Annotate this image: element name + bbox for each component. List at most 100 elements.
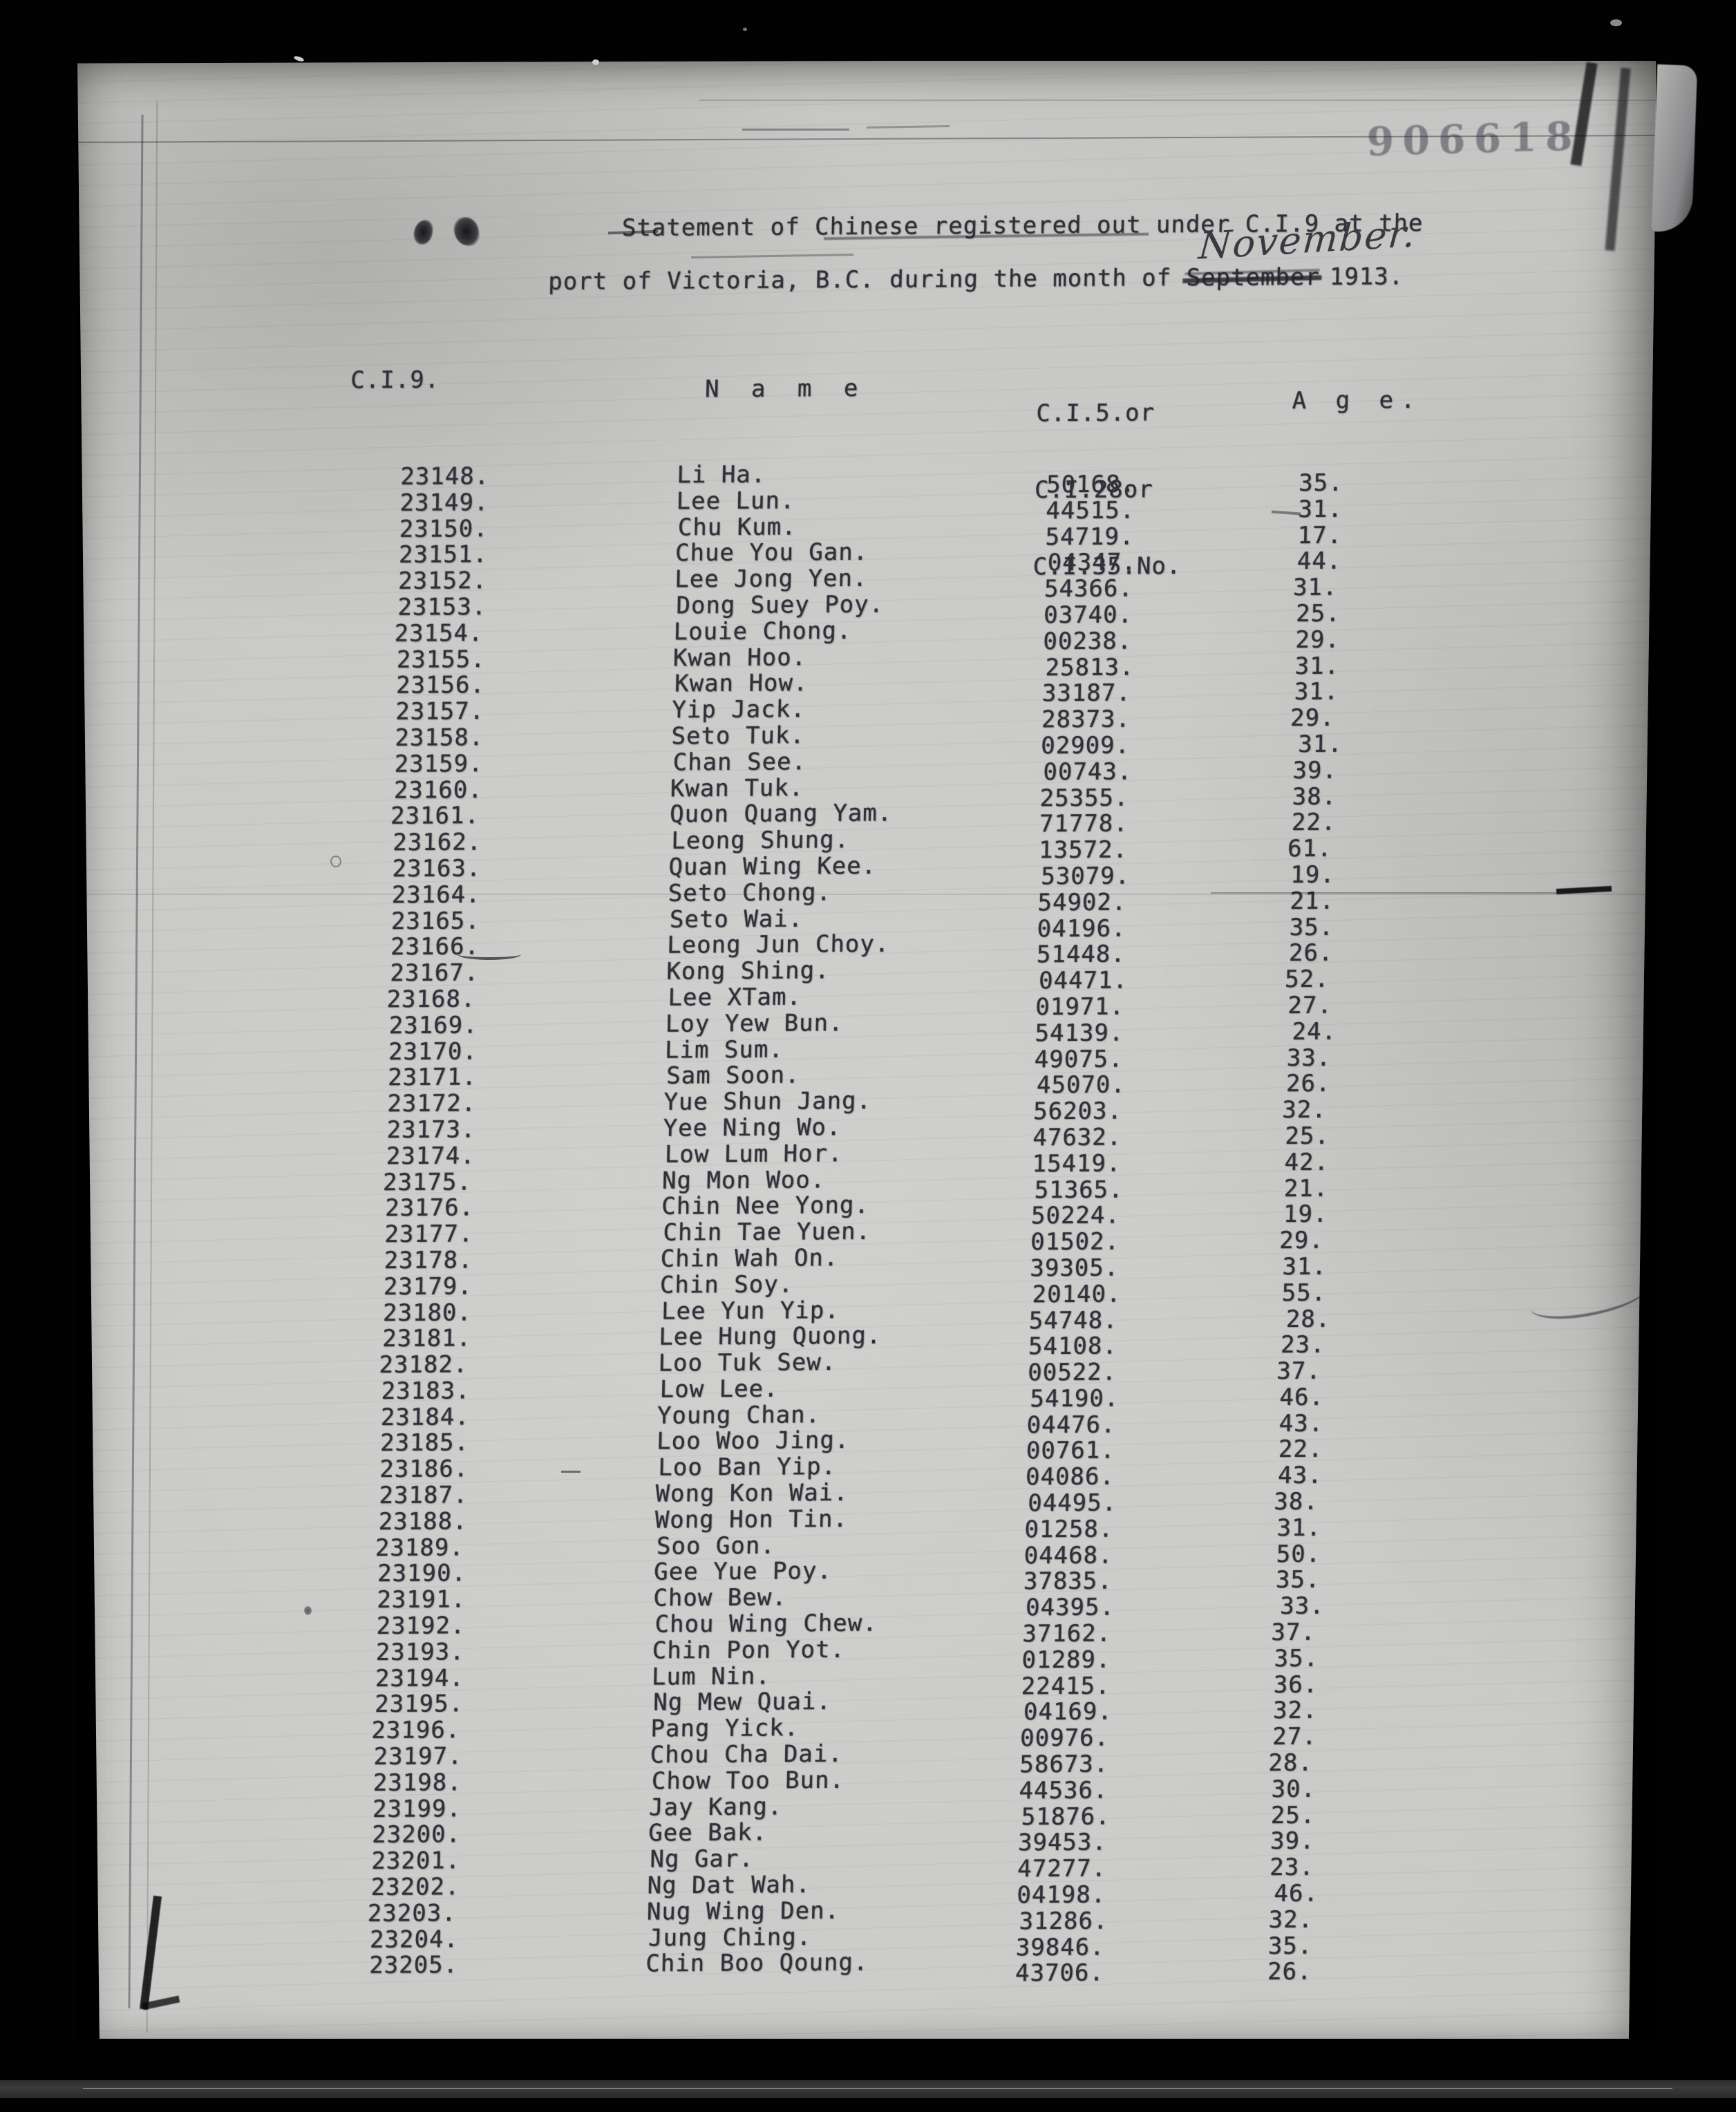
ci9-number: 23170.: [388, 1037, 478, 1066]
small-ink-spot: [304, 1606, 312, 1615]
ci9-number: 23174.: [386, 1141, 476, 1170]
ci9-number: 23169.: [388, 1011, 479, 1039]
ci9-number: 23167.: [389, 959, 480, 988]
ci9-number: 23183.: [381, 1377, 471, 1405]
person-name: Lee XTam.: [668, 983, 802, 1012]
person-name: Chow Too Bun.: [651, 1766, 845, 1795]
ci9-number: 23165.: [390, 906, 481, 935]
small-dash-mark: [561, 1471, 581, 1473]
ci9-number: 23151.: [398, 540, 489, 569]
certificate-number: 43706.: [1015, 1959, 1105, 1988]
person-name: Pang Yick.: [650, 1714, 800, 1743]
header-name: N a m e: [704, 374, 867, 404]
person-name: Chow Bew.: [652, 1583, 788, 1612]
person-name: Li Ha.: [677, 460, 766, 489]
ci9-number: 23168.: [386, 985, 476, 1014]
person-name: Chin Pon Yot.: [652, 1635, 846, 1665]
film-speck-2: [592, 59, 599, 65]
ci9-number: 23186.: [379, 1455, 469, 1484]
pencil-dash-top: [742, 129, 849, 131]
person-name: Lee Yun Yip.: [661, 1296, 840, 1326]
person-name: Loo Tuk Sew.: [658, 1348, 837, 1377]
page-content: 906618 Statement of Chinese registered o…: [77, 61, 1657, 2043]
person-name: Kwan Hoo.: [672, 643, 807, 672]
person-name: Lee Hung Quong.: [658, 1321, 882, 1351]
person-name: Kong Shing.: [666, 956, 831, 986]
person-name: Yip Jack.: [671, 695, 806, 724]
person-name: Ng Mew Quai.: [652, 1688, 832, 1717]
ci9-number: 23190.: [377, 1559, 467, 1588]
person-name: Soo Gon.: [656, 1531, 776, 1561]
ci9-number: 23198.: [372, 1769, 463, 1797]
title-year: 1913.: [1329, 263, 1404, 291]
ci9-number: 23185.: [379, 1429, 470, 1458]
person-name: Gee Bak.: [648, 1819, 768, 1848]
header-ci9: C.I.9.: [350, 366, 440, 395]
person-name: Lee Lun.: [676, 487, 795, 516]
age-value: 26.: [1267, 1958, 1312, 1986]
person-name: Leong Shung.: [670, 826, 850, 855]
struck-month: September: [1186, 263, 1321, 292]
page-curl-edge: [1651, 64, 1698, 233]
film-border-bottom: [0, 2039, 1736, 2082]
title-line2-text: port of Victoria, B.C. during the month …: [547, 264, 1187, 296]
top-rule-line-2: [699, 100, 1657, 101]
person-name: Chan See.: [672, 748, 807, 777]
ci9-number: 23155.: [396, 645, 487, 674]
ci9-number: 23184.: [380, 1402, 471, 1431]
ci9-number: 23158.: [395, 724, 484, 753]
header-age: A g e.: [1292, 386, 1423, 415]
person-name: Kwan How.: [674, 669, 809, 698]
person-name: Gee Yue Poy.: [653, 1557, 833, 1587]
film-speck-4: [743, 28, 747, 31]
ci9-number: 23204.: [369, 1925, 460, 1954]
ci9-number: 23159.: [394, 750, 484, 778]
ci9-number: 23200.: [371, 1820, 462, 1849]
ci9-number: 23182.: [379, 1350, 469, 1379]
person-name: Ng Mon Woo.: [661, 1165, 826, 1195]
person-name: Kwan Tuk.: [670, 774, 804, 803]
person-name: Lee Jong Yen.: [674, 565, 868, 594]
person-name: Ng Gar.: [650, 1845, 755, 1874]
person-name: Chin Wah On.: [660, 1243, 839, 1273]
ci9-number: 23194.: [375, 1663, 465, 1693]
ci9-number: 23148.: [399, 462, 490, 491]
ci9-number: 23177.: [384, 1220, 474, 1249]
person-name: Yue Shun Jang.: [663, 1086, 872, 1116]
ci9-number: 23175.: [382, 1167, 473, 1196]
person-name: Jay Kang.: [648, 1793, 783, 1822]
person-name: Lum Nin.: [651, 1662, 771, 1691]
person-name: Seto Tuk.: [671, 722, 806, 751]
ci9-number: 23162.: [392, 828, 482, 857]
ci9-number: 23193.: [375, 1638, 466, 1666]
person-name: Loo Woo Jing.: [656, 1426, 850, 1456]
person-name: Leong Jun Choy.: [666, 930, 890, 959]
person-name: Loo Ban Yip.: [657, 1453, 837, 1482]
film-speck-3: [1610, 19, 1622, 26]
person-name: Lim Sum.: [664, 1035, 784, 1064]
film-border-right: [1656, 0, 1736, 2112]
person-name: Louie Chong.: [673, 616, 852, 646]
ci9-number: 23202.: [370, 1873, 460, 1902]
person-name: Wong Hon Tin.: [654, 1505, 849, 1534]
ci9-number: 23197.: [373, 1742, 463, 1771]
ci9-number: 23160.: [393, 775, 484, 804]
person-name: Chue You Gan.: [674, 538, 869, 568]
small-circle-mark: [330, 856, 341, 867]
ci9-number: 23152.: [397, 567, 488, 596]
person-name: Seto Wai.: [669, 904, 804, 934]
film-border-left: [0, 0, 76, 2112]
person-name: Wong Kon Wai.: [655, 1478, 849, 1508]
ci9-number: 23161.: [390, 802, 480, 831]
document-title-line2: port of Victoria, B.C. during the month …: [547, 263, 1404, 296]
page-number-stamp: 906618: [1366, 113, 1581, 165]
ci9-number: 23149.: [399, 489, 489, 517]
register-rows: 23148. Li Ha. 50168. 35. 23149. Lee Lun.…: [77, 458, 1649, 1988]
person-name: Ng Dat Wah.: [647, 1871, 811, 1900]
ci9-number: 23195.: [374, 1690, 464, 1719]
person-name: Jung Ching.: [648, 1923, 812, 1952]
header-certificate-line1: C.I.5.or: [1035, 399, 1155, 428]
film-strip-divider: [0, 2080, 1736, 2098]
ci9-number: 23205.: [368, 1951, 459, 1980]
